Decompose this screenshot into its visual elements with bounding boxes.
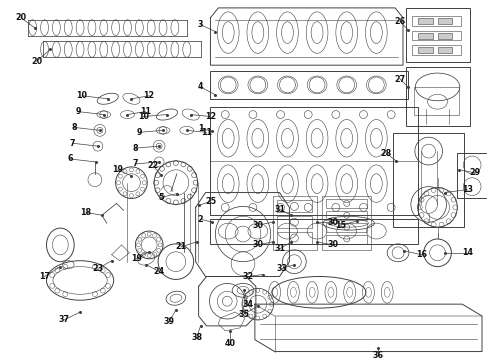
Text: 37: 37 xyxy=(59,315,70,324)
Text: 14: 14 xyxy=(462,248,473,257)
Text: 8: 8 xyxy=(72,123,77,132)
Text: 15: 15 xyxy=(335,221,346,230)
Text: 16: 16 xyxy=(416,250,427,259)
Bar xyxy=(457,153,487,198)
Bar xyxy=(326,199,368,208)
Text: 28: 28 xyxy=(381,149,392,158)
Text: 19: 19 xyxy=(131,254,142,263)
Text: 11: 11 xyxy=(140,107,151,116)
Bar xyxy=(326,223,368,232)
Bar xyxy=(393,133,464,227)
Text: 19: 19 xyxy=(112,165,123,174)
Bar xyxy=(276,232,312,244)
Text: 11: 11 xyxy=(201,128,212,137)
Bar xyxy=(276,216,312,228)
Bar xyxy=(418,48,433,53)
Bar xyxy=(418,33,433,39)
Bar xyxy=(210,219,418,244)
Text: 7: 7 xyxy=(70,139,75,148)
Text: 9: 9 xyxy=(137,128,142,137)
Bar xyxy=(418,18,433,24)
Text: 26: 26 xyxy=(394,17,406,26)
Bar xyxy=(438,48,452,53)
Text: 20: 20 xyxy=(31,57,42,66)
Bar xyxy=(414,87,459,114)
Text: 36: 36 xyxy=(373,351,384,360)
Text: 31: 31 xyxy=(274,205,285,214)
Text: 8: 8 xyxy=(133,144,138,153)
Text: 20: 20 xyxy=(15,13,26,22)
Text: 30: 30 xyxy=(252,221,263,230)
Text: 21: 21 xyxy=(175,242,186,251)
Text: 31: 31 xyxy=(274,244,285,253)
Text: 7: 7 xyxy=(133,159,138,168)
Text: 2: 2 xyxy=(198,215,203,224)
Bar xyxy=(438,18,452,24)
Text: 34: 34 xyxy=(243,300,253,309)
Text: 10: 10 xyxy=(138,112,149,121)
Bar xyxy=(406,67,470,126)
Text: 39: 39 xyxy=(164,318,174,327)
Text: 23: 23 xyxy=(92,264,103,273)
Text: 12: 12 xyxy=(144,91,155,100)
Bar xyxy=(326,235,368,244)
Text: 12: 12 xyxy=(205,112,216,121)
Text: 40: 40 xyxy=(225,339,236,348)
Text: 32: 32 xyxy=(243,272,253,281)
Text: 3: 3 xyxy=(198,20,203,29)
Text: 17: 17 xyxy=(39,272,50,281)
Text: 27: 27 xyxy=(394,75,406,84)
Bar xyxy=(210,71,408,99)
Bar xyxy=(272,195,317,250)
Bar xyxy=(210,107,418,215)
Text: 38: 38 xyxy=(191,333,202,342)
Text: 33: 33 xyxy=(276,264,287,273)
Text: 22: 22 xyxy=(147,161,159,170)
Bar xyxy=(412,45,461,55)
Text: 35: 35 xyxy=(239,310,249,319)
Text: 30: 30 xyxy=(327,240,339,249)
Bar xyxy=(326,211,368,220)
Text: 18: 18 xyxy=(80,208,92,217)
Text: 29: 29 xyxy=(469,168,481,177)
Text: 6: 6 xyxy=(68,154,73,163)
Text: 10: 10 xyxy=(76,91,88,100)
Bar xyxy=(322,195,371,250)
Bar xyxy=(412,31,461,40)
Text: 9: 9 xyxy=(75,107,81,116)
Text: 1: 1 xyxy=(198,124,203,133)
Text: 24: 24 xyxy=(153,267,165,276)
Text: 4: 4 xyxy=(198,82,203,91)
Text: 30: 30 xyxy=(252,240,263,249)
Text: 25: 25 xyxy=(205,197,216,206)
Text: 13: 13 xyxy=(462,185,473,194)
Text: 30: 30 xyxy=(327,218,339,227)
Bar xyxy=(406,8,470,62)
Bar xyxy=(276,201,312,212)
Bar xyxy=(438,33,452,39)
Bar xyxy=(412,16,461,26)
Text: 5: 5 xyxy=(158,193,164,202)
